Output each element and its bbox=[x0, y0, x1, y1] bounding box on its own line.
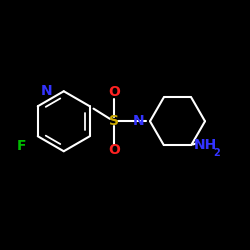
Text: NH: NH bbox=[194, 138, 216, 152]
Text: F: F bbox=[16, 139, 26, 153]
Text: N: N bbox=[133, 114, 144, 128]
Text: S: S bbox=[109, 114, 119, 128]
Text: 2: 2 bbox=[213, 148, 220, 158]
Text: N: N bbox=[40, 84, 52, 98]
Text: O: O bbox=[108, 143, 120, 157]
Text: O: O bbox=[108, 86, 120, 100]
